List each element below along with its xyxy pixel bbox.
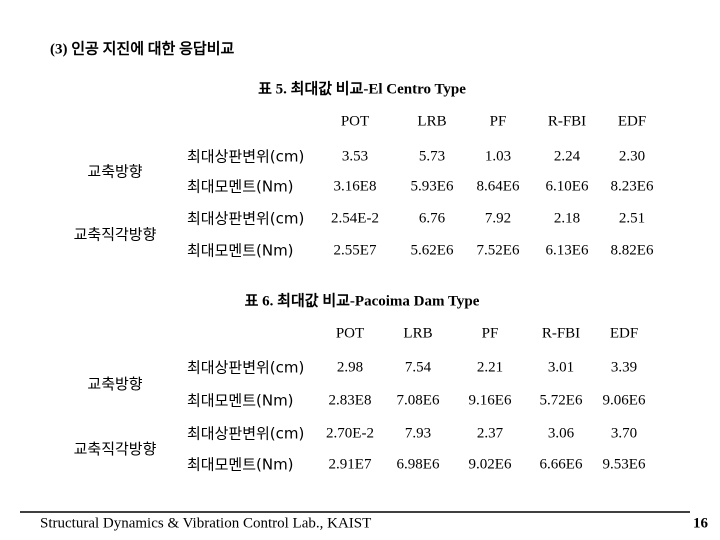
table-caption: 표 6. 최대값 비교-Pacoima Dam Type [245, 291, 480, 309]
cell: 2.30 [619, 148, 645, 164]
cell: 7.08E6 [397, 392, 440, 408]
row-label: 최대상판변위(cm) [187, 425, 304, 443]
cell: 5.62E6 [411, 242, 454, 258]
cell: 5.73 [419, 148, 445, 164]
cell: 2.37 [477, 425, 504, 441]
cell: 8.82E6 [611, 242, 654, 258]
cell: 2.55E7 [334, 242, 377, 258]
row-label: 최대상판변위(cm) [187, 359, 304, 377]
cell: 2.83E8 [329, 392, 372, 408]
column-header: EDF [610, 325, 638, 341]
cell: 8.64E6 [477, 178, 520, 194]
cell: 6.76 [419, 210, 446, 226]
row-label: 최대상판변위(cm) [187, 210, 304, 228]
cell: 7.93 [405, 425, 431, 441]
cell: 7.92 [485, 210, 511, 226]
row-label: 최대상판변위(cm) [187, 148, 304, 166]
cell: 6.10E6 [546, 178, 589, 194]
footer: Structural Dynamics & Vibration Control … [40, 515, 371, 531]
row-label: 최대모멘트(Nm) [187, 456, 294, 474]
column-header: EDF [618, 113, 646, 129]
column-header: POT [336, 325, 364, 341]
column-header: PF [490, 113, 507, 129]
cell: 9.06E6 [603, 392, 646, 408]
cell: 9.53E6 [603, 456, 646, 472]
cell: 5.93E6 [411, 178, 454, 194]
column-header: LRB [417, 113, 446, 129]
cell: 2.24 [554, 148, 581, 164]
cell: 8.23E6 [611, 178, 654, 194]
cell: 2.18 [554, 210, 580, 226]
slide-title: (3) 인공 지진에 대한 응답비교 [50, 39, 234, 57]
cell: 2.91E7 [329, 456, 372, 472]
column-header: PF [482, 325, 499, 341]
group-label: 교축직각방향 [74, 440, 157, 458]
group-label: 교축직각방향 [74, 226, 157, 244]
row-label: 최대모멘트(Nm) [187, 178, 294, 196]
cell: 3.39 [611, 359, 637, 375]
cell: 9.16E6 [469, 392, 512, 408]
column-header: R-FBI [542, 325, 580, 341]
cell: 3.06 [548, 425, 575, 441]
row-label: 최대모멘트(Nm) [187, 242, 294, 260]
cell: 7.52E6 [477, 242, 520, 258]
table-caption: 표 5. 최대값 비교-El Centro Type [258, 79, 466, 97]
cell: 6.66E6 [540, 456, 583, 472]
cell: 2.70E-2 [326, 425, 374, 441]
cell: 9.02E6 [469, 456, 512, 472]
cell: 2.54E-2 [331, 210, 379, 226]
cell: 1.03 [485, 148, 511, 164]
cell: 3.70 [611, 425, 637, 441]
cell: 6.98E6 [397, 456, 440, 472]
cell: 2.51 [619, 210, 645, 226]
cell: 2.98 [337, 359, 363, 375]
row-label: 최대모멘트(Nm) [187, 392, 294, 410]
cell: 7.54 [405, 359, 432, 375]
cell: 6.13E6 [546, 242, 589, 258]
column-header: POT [341, 113, 369, 129]
column-header: LRB [403, 325, 432, 341]
group-label: 교축방향 [87, 163, 142, 181]
group-label: 교축방향 [87, 375, 142, 393]
cell: 3.01 [548, 359, 574, 375]
cell: 2.21 [477, 359, 503, 375]
column-header: R-FBI [548, 113, 586, 129]
cell: 3.53 [342, 148, 368, 164]
cell: 3.16E8 [334, 178, 377, 194]
page-number: 16 [693, 515, 709, 531]
cell: 5.72E6 [540, 392, 583, 408]
